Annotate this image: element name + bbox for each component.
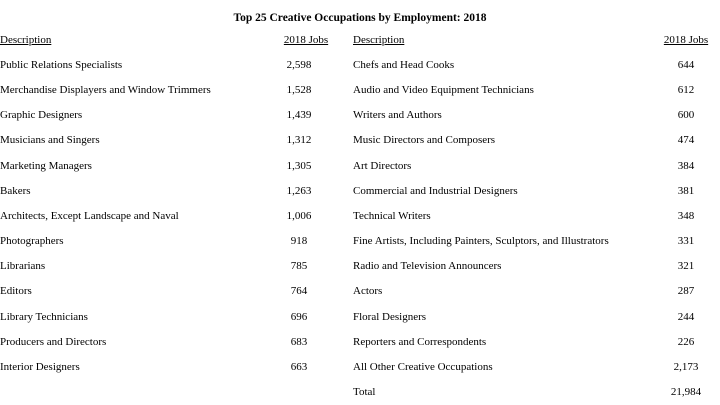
row-value: 764 xyxy=(290,285,308,298)
row-label: Reporters and Correspondents xyxy=(353,335,487,348)
row-label: Writers and Authors xyxy=(353,109,442,122)
row-label: Floral Designers xyxy=(353,310,427,323)
row-value: 348 xyxy=(677,209,695,222)
row-label: Total xyxy=(353,385,376,398)
row-value: 644 xyxy=(677,59,695,71)
row-value: 696 xyxy=(290,310,308,323)
row-label: Commercial and Industrial Designers xyxy=(353,184,518,197)
row-label: Art Directors xyxy=(353,159,412,172)
row-label: Public Relations Specialists xyxy=(0,59,123,71)
row-value: 21,984 xyxy=(670,385,702,398)
row-label: Audio and Video Equipment Technicians xyxy=(353,84,534,97)
row-label: Graphic Designers xyxy=(0,109,83,122)
row-value: 384 xyxy=(677,159,695,172)
row-label: Marketing Managers xyxy=(0,159,92,172)
row-value: 1,439 xyxy=(286,109,312,122)
row-label: Architects, Except Landscape and Naval xyxy=(0,209,179,222)
column-header: 2018 Jobs xyxy=(663,34,709,46)
column-header: Description xyxy=(353,34,405,46)
row-value: 331 xyxy=(677,235,695,248)
row-label: Musicians and Singers xyxy=(0,134,100,147)
row-label: Music Directors and Composers xyxy=(353,134,496,147)
row-label: Actors xyxy=(353,285,383,298)
row-label: Librarians xyxy=(0,260,46,273)
row-label: Library Technicians xyxy=(0,310,88,323)
row-label: Fine Artists, Including Painters, Sculpt… xyxy=(353,235,609,248)
row-label: Radio and Television Announcers xyxy=(353,260,502,273)
row-label: Interior Designers xyxy=(0,360,80,373)
row-label: Bakers xyxy=(0,184,31,197)
row-value: 1,006 xyxy=(286,209,312,222)
row-label: All Other Creative Occupations xyxy=(353,360,493,373)
row-value: 1,312 xyxy=(286,134,312,147)
row-value: 1,263 xyxy=(286,184,312,197)
row-value: 2,598 xyxy=(286,59,312,71)
row-value: 600 xyxy=(677,109,695,122)
row-label: Photographers xyxy=(0,235,64,248)
row-value: 2,173 xyxy=(673,360,699,373)
row-label: Merchandise Displayers and Window Trimme… xyxy=(0,84,211,97)
column-header: 2018 Jobs xyxy=(283,34,329,46)
row-label: Technical Writers xyxy=(353,209,431,222)
row-value: 612 xyxy=(677,84,695,97)
row-value: 474 xyxy=(677,134,695,147)
row-value: 226 xyxy=(677,335,695,348)
row-label: Chefs and Head Cooks xyxy=(353,59,455,71)
row-value: 1,305 xyxy=(286,159,312,172)
row-value: 244 xyxy=(677,310,695,323)
row-value: 287 xyxy=(677,285,695,298)
row-value: 663 xyxy=(290,360,308,373)
row-value: 321 xyxy=(677,260,695,273)
row-value: 1,528 xyxy=(286,84,312,97)
row-label: Producers and Directors xyxy=(0,335,107,348)
row-value: 683 xyxy=(290,335,308,348)
row-label: Editors xyxy=(0,285,32,298)
title: Top 25 Creative Occupations by Employmen… xyxy=(233,12,487,24)
row-value: 785 xyxy=(290,260,308,273)
row-value: 381 xyxy=(677,184,695,197)
column-header: Description xyxy=(0,34,52,46)
row-value: 918 xyxy=(290,235,308,248)
